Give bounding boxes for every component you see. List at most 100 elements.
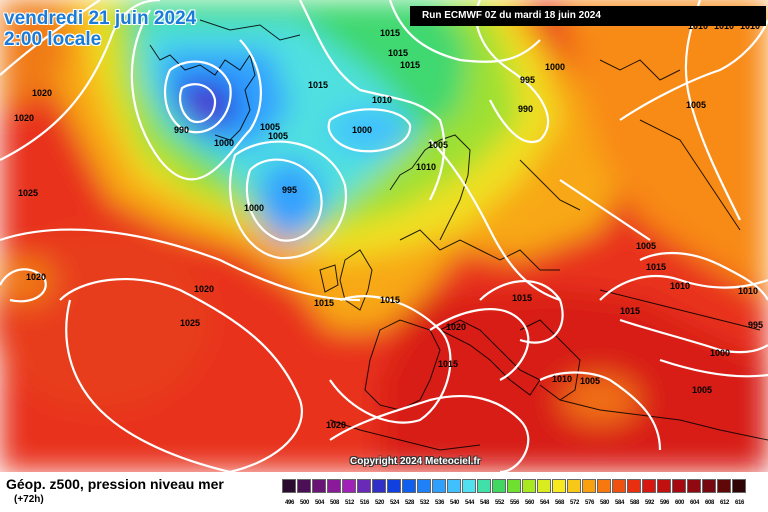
copyright-notice: Copyright 2024 Meteociel.fr [350,456,481,467]
color-scale-label: 600 [674,500,685,506]
color-scale-label: 560 [524,500,535,506]
isobar-label: 1015 [512,293,532,303]
color-scale-label: 564 [539,500,550,506]
isobar-label: 1010 [714,21,734,31]
color-scale-label: 532 [419,500,430,506]
isobar-label: 1020 [446,322,466,332]
isobar-label: 1005 [636,241,656,251]
isobar-label: 1015 [438,359,458,369]
color-swatch [642,479,656,493]
color-swatch [327,479,341,493]
color-scale-label: 504 [314,500,325,506]
isobar-label: 1020 [194,284,214,294]
color-swatch [717,479,731,493]
color-swatch [672,479,686,493]
color-scale-label: 568 [554,500,565,506]
color-scale-label: 536 [434,500,445,506]
isobar-label: 1015 [314,298,334,308]
color-swatch [477,479,491,493]
isobar-label: 1015 [308,80,328,90]
color-swatch [342,479,356,493]
isobar-label: 1015 [620,306,640,316]
color-scale-labels: 496 500 504 508 512 516 520 524 528 532 536 540 544 5… [282,500,747,506]
color-scale-label: 580 [599,500,610,506]
isobar-label: 1000 [352,125,372,135]
isobar-label: 1010 [416,162,436,172]
color-scale-label: 544 [464,500,475,506]
geopotential-field [0,0,768,472]
weather-map: 1020 1015 1015 1015 1010 995 1000 990 10… [0,0,768,472]
color-swatch [387,479,401,493]
color-swatch [552,479,566,493]
color-scale-label: 500 [299,500,310,506]
isobar-label: 1010 [552,374,572,384]
color-scale-label: 616 [734,500,745,506]
color-scale-label: 584 [614,500,625,506]
color-scale-label: 528 [404,500,415,506]
isobar-label: 995 [520,75,535,85]
isobar-label: 995 [748,320,763,330]
color-swatch [447,479,461,493]
color-swatch [312,479,326,493]
color-scale-label: 552 [494,500,505,506]
isobar-label: 1025 [18,188,38,198]
color-swatch [537,479,551,493]
color-scale-label: 572 [569,500,580,506]
isobar-label: 1005 [428,140,448,150]
color-scale-label: 612 [719,500,730,506]
color-scale-label: 608 [704,500,715,506]
forecast-lead-time: (+72h) [14,494,44,505]
isobar-label: 1000 [214,138,234,148]
color-swatch [357,479,371,493]
isobars [0,0,768,472]
isobar-label: 1020 [14,113,34,123]
color-swatch [567,479,581,493]
color-swatch [417,479,431,493]
isobar-label: 1020 [326,420,346,430]
color-swatch [657,479,671,493]
isobar-label: 1000 [545,62,565,72]
isobar-label: 1005 [260,122,280,132]
color-scale-label: 604 [689,500,700,506]
isobar-label: 995 [282,185,297,195]
isobar-label: 1015 [400,60,420,70]
isobar-label: 1005 [580,376,600,386]
isobar-label: 1015 [380,295,400,305]
isobar-label: 1000 [710,348,730,358]
color-swatch [627,479,641,493]
isobar-label: 1010 [670,281,690,291]
color-scale-label: 508 [329,500,340,506]
isobar-label: 1010 [740,21,760,31]
color-scale-label: 576 [584,500,595,506]
color-swatch [522,479,536,493]
color-scale [282,479,747,493]
isobar-label: 1010 [372,95,392,105]
isobar-label: 1015 [380,28,400,38]
isobar-label: 1025 [180,318,200,328]
run-info-banner: Run ECMWF 0Z du mardi 18 juin 2024 [410,6,766,26]
color-swatch [597,479,611,493]
color-swatch [492,479,506,493]
color-swatch [297,479,311,493]
color-swatch [582,479,596,493]
color-scale-label: 548 [479,500,490,506]
color-scale-label: 596 [659,500,670,506]
isobar-labels: 1020 1015 1015 1015 1010 995 1000 990 10… [14,21,763,430]
color-swatch [282,479,296,493]
color-scale-label: 588 [629,500,640,506]
isobar-label: 1015 [646,262,666,272]
color-swatch [432,479,446,493]
color-scale-label: 520 [374,500,385,506]
color-scale-label: 496 [284,500,295,506]
color-scale-label: 592 [644,500,655,506]
forecast-datetime: vendredi 21 juin 2024 2:00 locale [4,8,196,50]
isobar-label: 1020 [32,88,52,98]
isobar-label: 990 [518,104,533,114]
isobar-label: 990 [174,125,189,135]
coastlines [149,19,768,451]
isobar-label: 1020 [26,272,46,282]
isobar-label: 1005 [268,131,288,141]
color-swatch [462,479,476,493]
isobar-label: 1005 [686,100,706,110]
color-scale-label: 516 [359,500,370,506]
